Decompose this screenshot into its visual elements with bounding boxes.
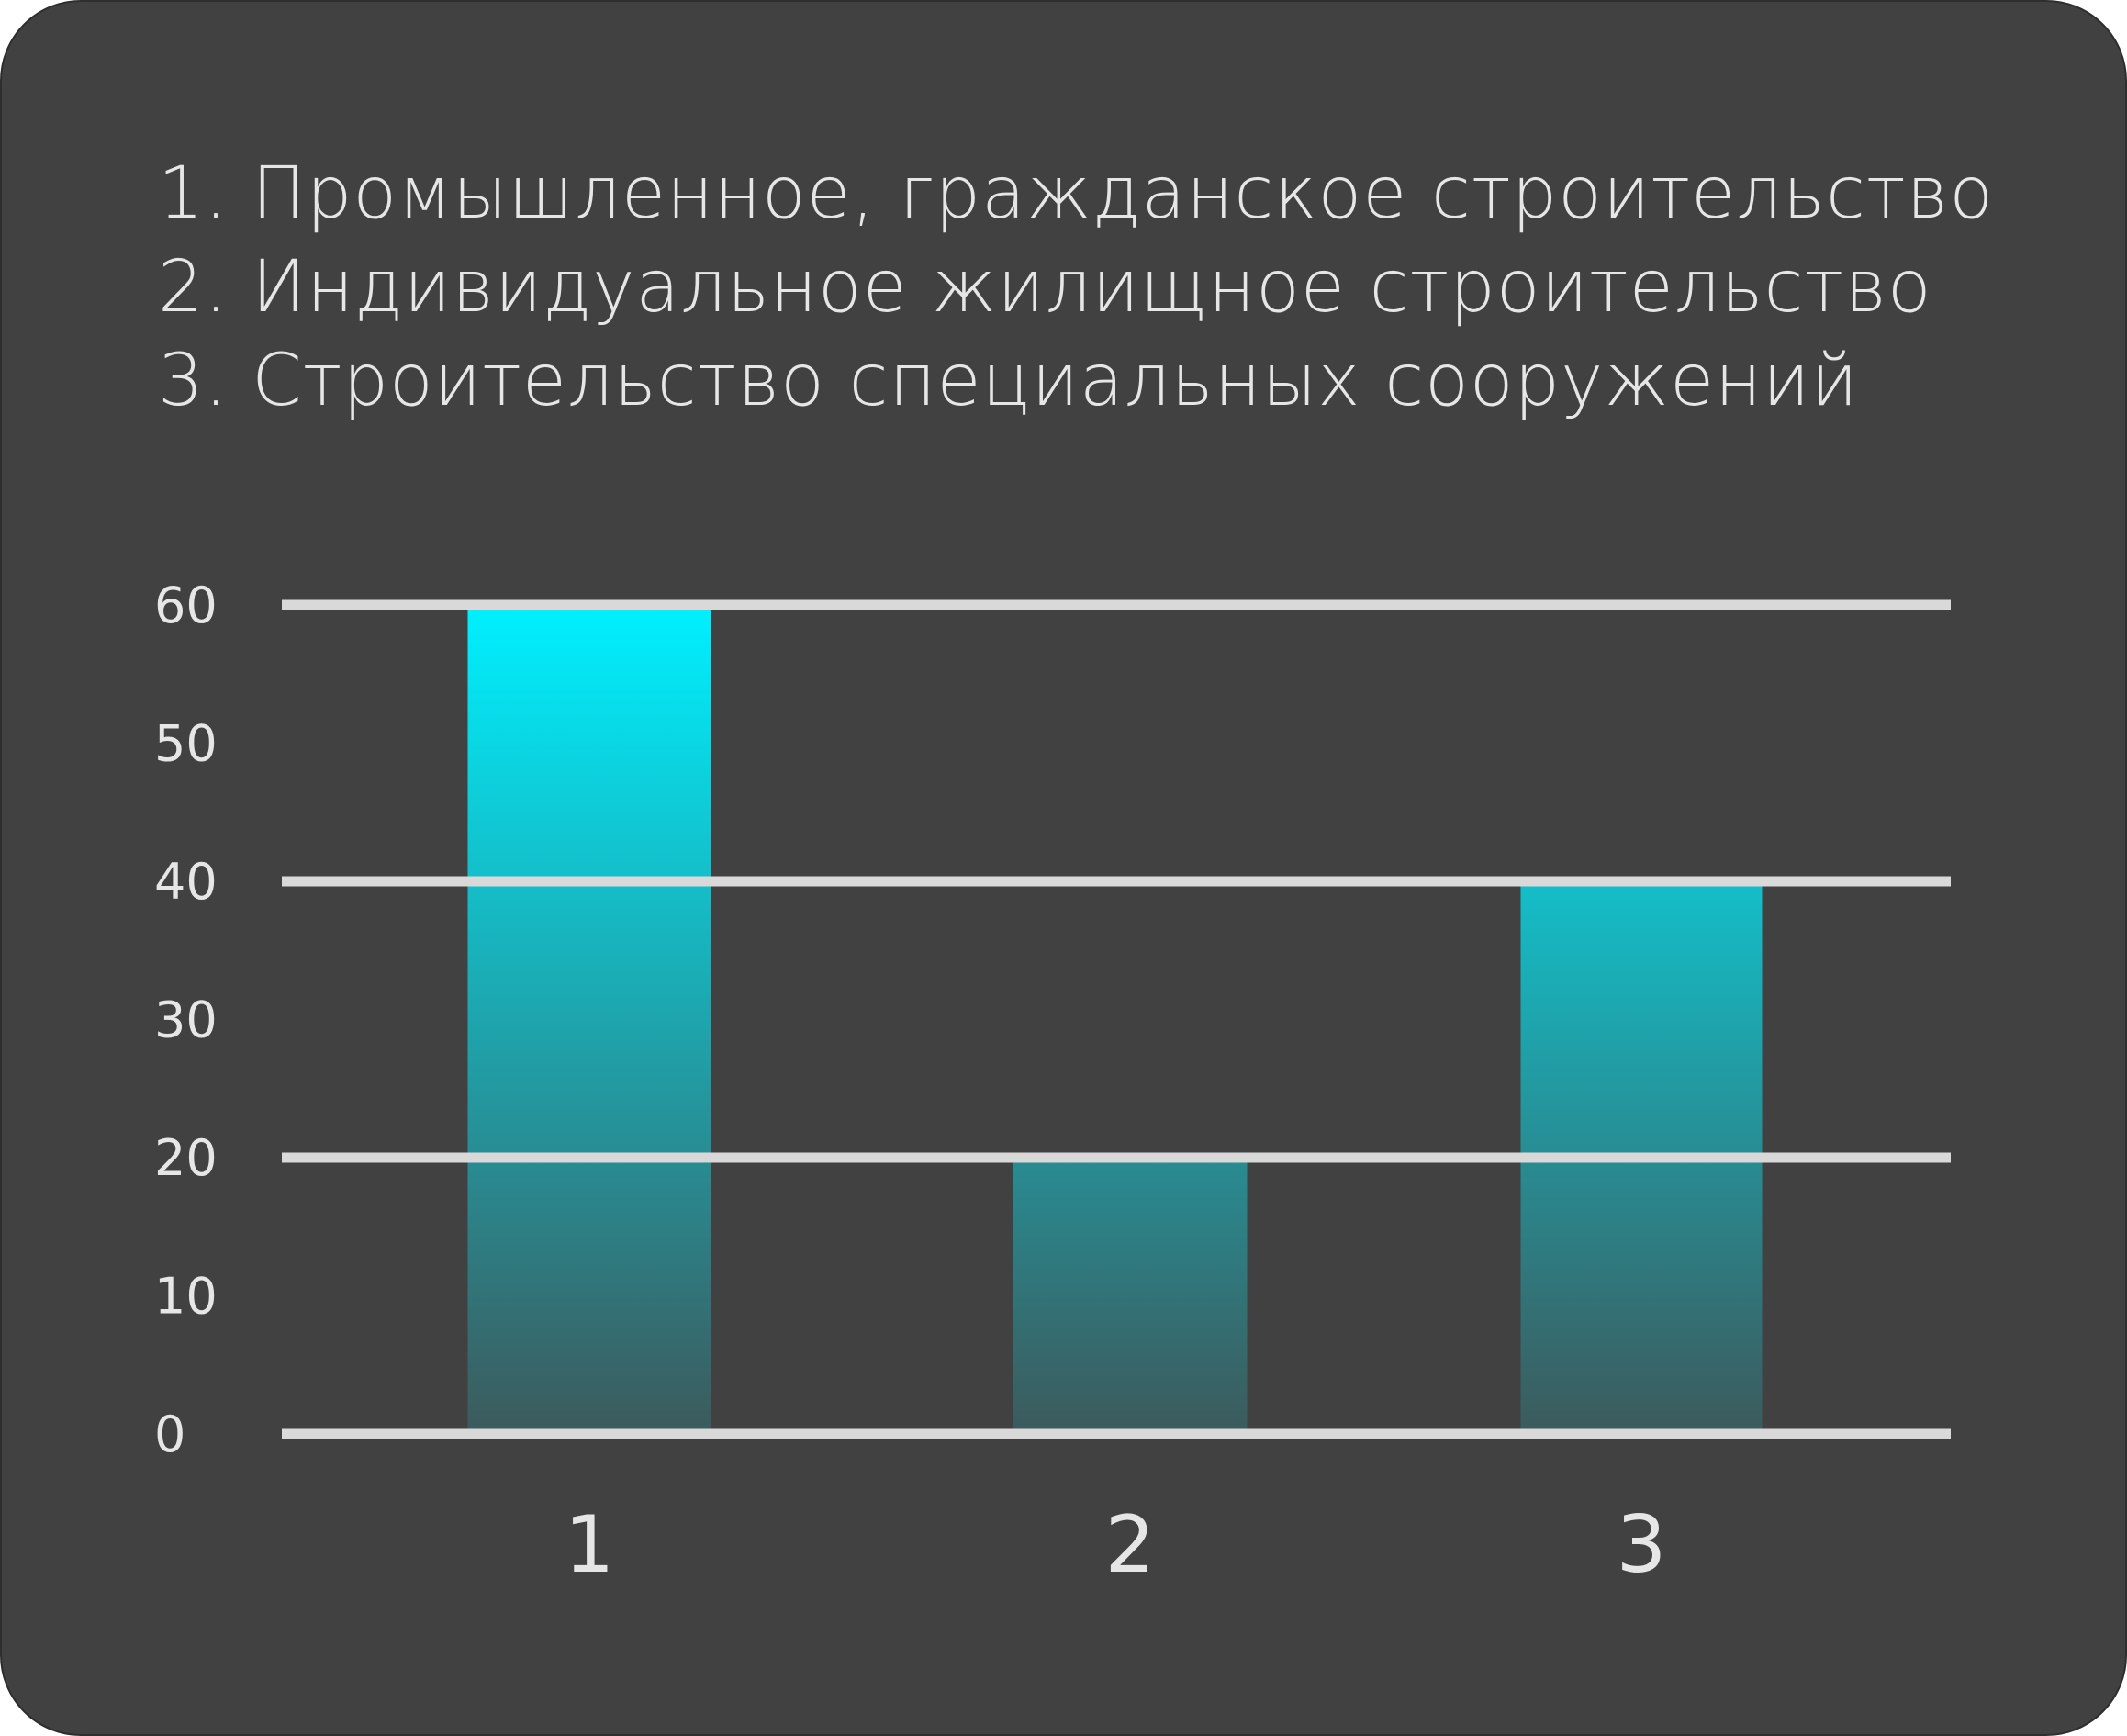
x-category-label: 1	[565, 1499, 615, 1591]
y-tick-label: 0	[154, 1406, 185, 1463]
legend-item: 1. Промышленное, гражданское строительст…	[158, 152, 1995, 235]
x-category-label: 2	[1105, 1499, 1156, 1591]
legend-item: 2. Индивидуальное жилищное строительство	[158, 246, 1932, 329]
y-tick-label: 60	[154, 577, 218, 634]
y-tick-label: 30	[154, 991, 218, 1049]
y-tick-label: 20	[154, 1129, 218, 1187]
legend-item: 3. Строительство специальных сооружений	[158, 340, 1859, 422]
y-tick-label: 40	[154, 853, 218, 911]
bar-2	[1013, 1158, 1248, 1434]
x-category-label: 3	[1617, 1499, 1667, 1591]
y-tick-label: 50	[154, 715, 218, 773]
legend: 1. Промышленное, гражданское строительст…	[158, 147, 1994, 428]
y-tick-label: 10	[154, 1268, 218, 1326]
bar-1	[467, 605, 711, 1434]
